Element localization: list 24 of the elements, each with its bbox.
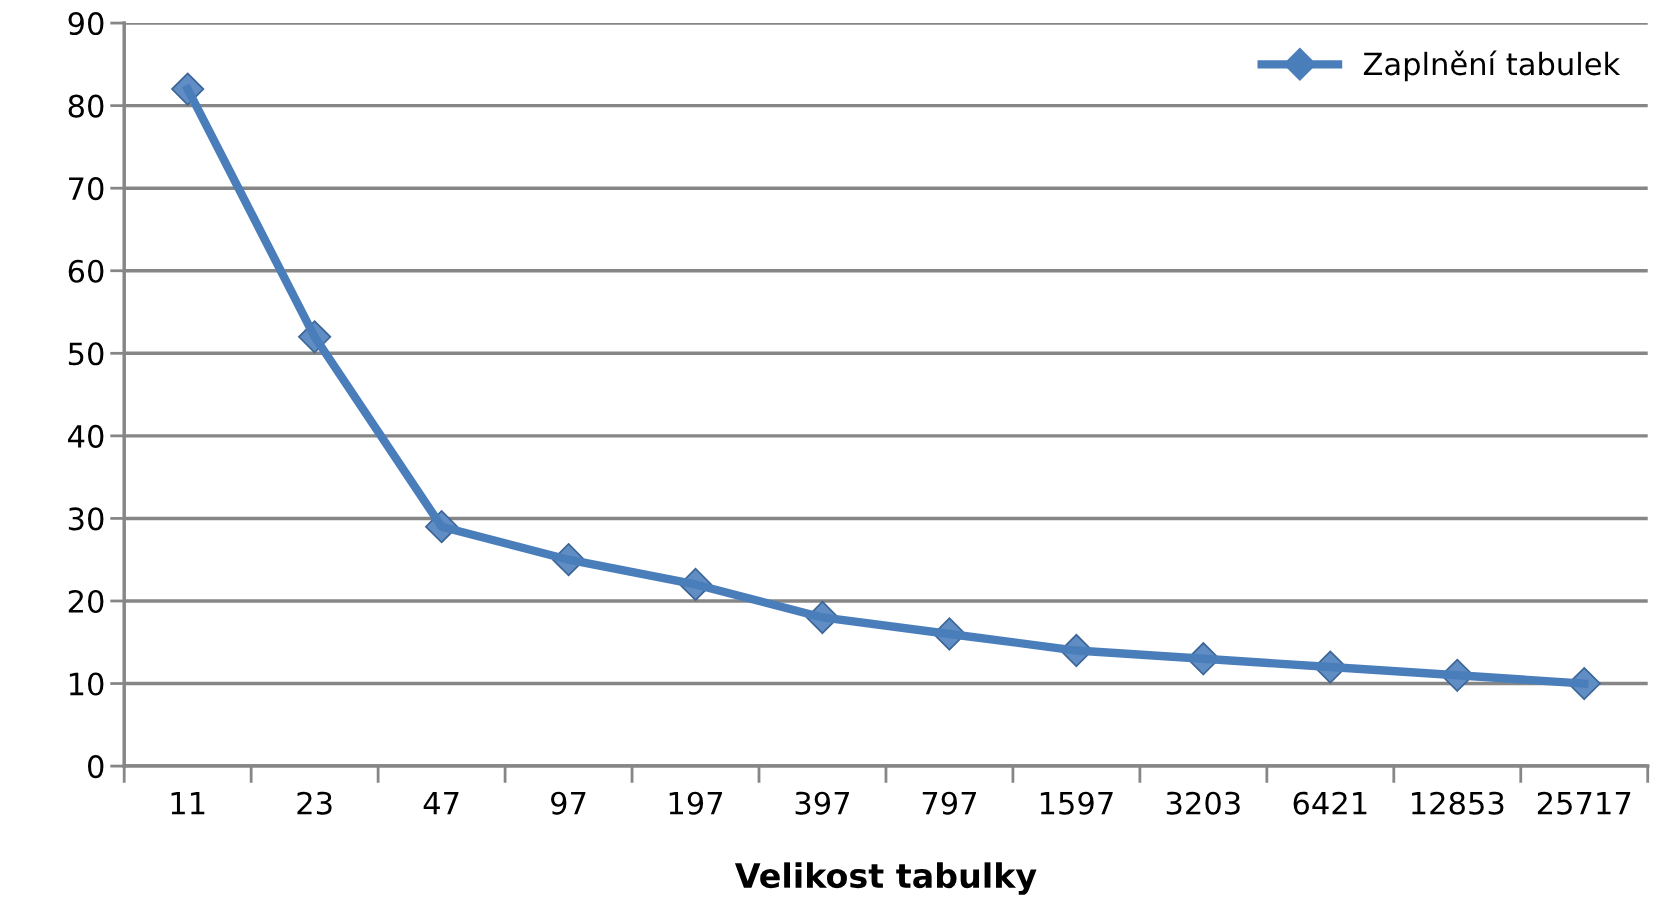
x-tick-label: 6421 bbox=[1293, 791, 1367, 815]
x-tick-label: 47 bbox=[423, 792, 459, 815]
x-tick-label: 1597 bbox=[1040, 791, 1113, 815]
y-tick-label: 30 bbox=[68, 507, 104, 531]
y-tick-label: 70 bbox=[69, 177, 104, 201]
y-tick-label: 80 bbox=[68, 94, 104, 118]
y-tick-label: 60 bbox=[68, 259, 104, 283]
x-tick-label: 797 bbox=[922, 791, 976, 815]
x-tick-label: 11 bbox=[171, 792, 205, 815]
y-tick-label: 90 bbox=[68, 12, 104, 36]
y-tick-label: 40 bbox=[68, 424, 104, 448]
x-axis-title: Velikost tabulky bbox=[734, 862, 1037, 895]
x-tick-label: 97 bbox=[551, 791, 586, 815]
x-tick-label: 197 bbox=[669, 791, 723, 815]
x-tick-label: 397 bbox=[795, 791, 850, 815]
legend-label: Zaplnění tabulek bbox=[1363, 50, 1621, 82]
x-tick-label: 12853 bbox=[1412, 791, 1504, 815]
y-tick-label: 20 bbox=[68, 589, 104, 614]
x-tick-label: 3203 bbox=[1166, 791, 1240, 815]
x-tick-label: 23 bbox=[297, 791, 332, 815]
x-tick-label: 25717 bbox=[1537, 791, 1631, 815]
y-tick-label: 10 bbox=[69, 672, 104, 696]
y-tick-label: 0 bbox=[88, 755, 104, 779]
y-tick-label: 50 bbox=[68, 342, 104, 366]
